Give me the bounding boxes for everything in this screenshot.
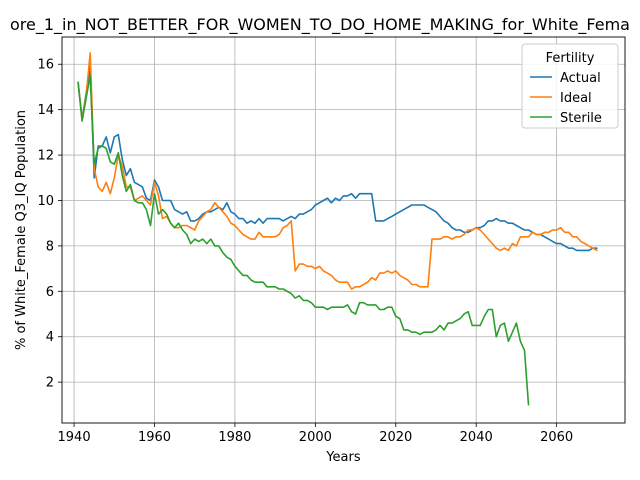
series-line-actual [77, 65, 598, 252]
y-tick-label: 16 [37, 58, 54, 73]
y-axis-title: % of White_Female Q3_IQ Population [14, 110, 29, 350]
grid [62, 37, 625, 423]
legend-title: Fertility [546, 51, 595, 66]
chart-title: ore_1_in_NOT_BETTER_FOR_WOMEN_TO_DO_HOME… [10, 15, 630, 35]
axis-ticks: 1940 1960 1980 2000 2020 2040 2060 2 4 6 8 10 12 14 16 [37, 58, 573, 445]
legend: Fertility Actual Ideal Sterile [521, 43, 619, 129]
x-tick-label: 2060 [540, 430, 573, 445]
series-line-sterile [77, 74, 530, 406]
plot-frame [61, 36, 626, 424]
legend-label-sterile: Sterile [560, 111, 602, 126]
x-tick-label: 1940 [58, 430, 91, 445]
y-tick-label: 2 [46, 376, 54, 391]
y-tick-label: 10 [37, 194, 54, 209]
legend-label-actual: Actual [560, 71, 601, 86]
series-line-ideal [77, 52, 598, 290]
y-tick-label: 8 [46, 239, 54, 254]
y-tick-label: 14 [37, 103, 54, 118]
y-tick-label: 6 [46, 285, 54, 300]
x-tick-label: 1960 [138, 430, 171, 445]
y-tick-label: 12 [37, 149, 54, 164]
x-tick-label: 2020 [379, 430, 412, 445]
y-tick-label: 4 [46, 330, 54, 345]
series-lines [77, 52, 598, 406]
x-tick-label: 2000 [299, 430, 332, 445]
x-tick-label: 2040 [460, 430, 493, 445]
legend-label-ideal: Ideal [560, 91, 592, 106]
legend-box [521, 43, 619, 129]
x-axis-title: Years [325, 450, 361, 465]
x-tick-label: 1980 [218, 430, 251, 445]
